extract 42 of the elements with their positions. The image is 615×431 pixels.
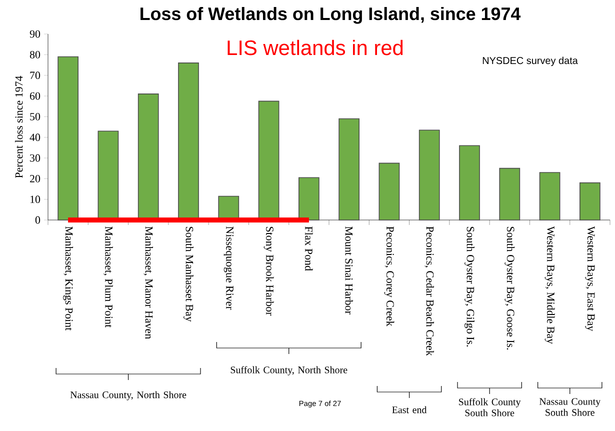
y-tick-label: 70 [30, 72, 40, 80]
bar [418, 130, 440, 220]
bar [459, 145, 480, 220]
x-tick-label: South Oyster Bay, Gilgo Is. [464, 226, 474, 347]
x-tick-label: South Manhasset Bay [184, 226, 194, 322]
y-axis-title: Percent loss since 1974 [14, 76, 23, 178]
bar [58, 56, 79, 220]
y-tick-label: 80 [30, 50, 40, 58]
x-tick-label: Western Bays, East Bay [585, 226, 595, 332]
x-tick-label: Flax Pond [305, 226, 313, 271]
y-tick-label: 60 [30, 92, 40, 100]
x-tick-label: Mount Sinai Harbor [345, 226, 353, 314]
x-tick-label: Manhasset, Manor Haven [144, 226, 153, 339]
y-tick-label: 40 [30, 134, 40, 142]
y-tick-label: 10 [30, 196, 40, 204]
y-tick-label: 50 [30, 112, 40, 120]
y-tick-label: 20 [30, 174, 40, 182]
x-tick-label: Western Bays, Middle Bay [544, 226, 555, 344]
x-tick-label: Peconics, Corey Creek [384, 226, 394, 326]
bar [378, 162, 400, 220]
bar [298, 177, 320, 220]
x-tick-label: Peconics, Cedar Beach Creek [424, 226, 434, 356]
x-tick-label: Stony Brook Harbor [264, 226, 274, 316]
x-tick-label: Manhasset, Plum Point [104, 226, 113, 328]
bar [539, 172, 560, 220]
x-tick-label: Nissequogue River [224, 226, 234, 310]
bar [499, 168, 520, 220]
y-tick-label: 30 [30, 154, 40, 162]
annotation: LIS wetlands in red [228, 40, 403, 56]
y-tick-label: 0 [35, 216, 40, 224]
text: Nassau County, North Shore [70, 391, 186, 400]
y-tick-label: 90 [30, 30, 40, 38]
text: Suffolk County, North Shore [230, 366, 348, 376]
x-tick-label: Manhasset, Kings Point [63, 226, 74, 331]
bar [338, 118, 360, 220]
chart-title: Loss of Wetlands on Long Island, since 1974 [140, 6, 521, 24]
bar [580, 182, 600, 220]
text: East end [392, 406, 427, 414]
annotation: NYSDEC survey data [482, 56, 578, 66]
x-tick-label: South Oyster Bay, Goose Is. [504, 226, 515, 350]
text: Suffolk County South Shore [459, 398, 521, 416]
text: Nassau County South Shore [539, 398, 601, 416]
